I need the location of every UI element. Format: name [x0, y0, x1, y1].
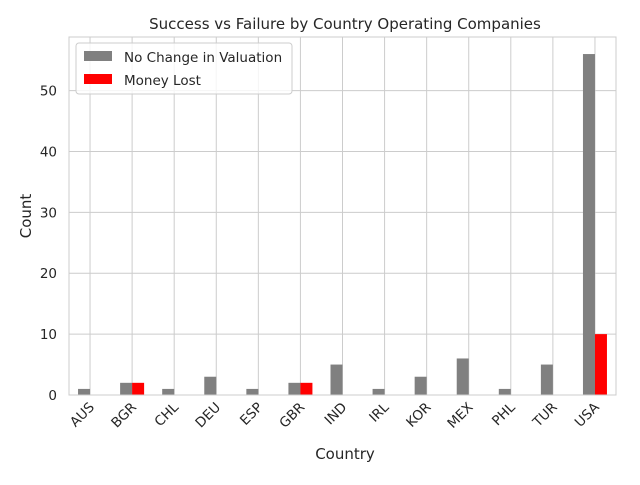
bar-no-change-phl [498, 388, 511, 395]
bar-no-change-aus [78, 388, 91, 395]
legend: No Change in Valuation Money Lost [75, 42, 293, 95]
bars [78, 54, 607, 396]
bar-no-change-bgr [120, 382, 133, 395]
x-tick-label: TUR [529, 400, 560, 431]
plot-area-frame [68, 36, 617, 396]
x-tick-label: MEX [444, 400, 476, 432]
bar-money-lost-usa [594, 334, 607, 395]
legend-swatch-no-change [84, 51, 112, 61]
bar-no-change-esp [246, 388, 259, 395]
x-tick-label: DEU [192, 400, 224, 432]
x-tick-label: AUS [67, 400, 98, 431]
legend-swatch-money-lost [84, 74, 112, 84]
bar-no-change-ind [330, 364, 343, 395]
y-tick-label: 20 [40, 266, 57, 282]
x-tick-label: KOR [403, 400, 434, 431]
bar-money-lost-bgr [132, 382, 145, 395]
x-axis-label: Country [315, 445, 375, 463]
x-tick-label: BGR [108, 400, 140, 432]
x-tick-label: PHL [489, 399, 519, 429]
legend-label-money-lost: Money Lost [124, 73, 201, 89]
bar-no-change-tur [540, 364, 553, 395]
x-tick-label: USA [572, 399, 604, 431]
legend-box [75, 42, 293, 95]
bar-no-change-gbr [288, 382, 301, 395]
bar-no-change-chl [162, 388, 175, 395]
y-axis-label: Count [17, 194, 35, 239]
x-tick-label: IRL [366, 399, 392, 425]
bar-money-lost-gbr [300, 382, 313, 395]
x-tick-label: CHL [152, 399, 183, 430]
x-tick-label: IND [322, 400, 351, 429]
bar-no-change-irl [372, 388, 385, 395]
y-tick-label: 50 [40, 84, 57, 100]
bar-no-change-kor [414, 376, 427, 395]
x-tick-label: ESP [237, 400, 266, 429]
y-axis-ticks: 0 10 20 30 40 50 [40, 84, 57, 404]
chart-title: Success vs Failure by Country Operating … [149, 15, 541, 33]
bar-no-change-usa [582, 54, 595, 396]
y-tick-label: 10 [40, 327, 57, 343]
x-tick-label: GBR [276, 400, 308, 432]
x-axis-ticks: AUS BGR CHL DEU ESP GBR IND IRL KOR MEX PHL TUR USA [67, 399, 603, 432]
y-tick-label: 40 [40, 144, 57, 160]
y-tick-label: 0 [48, 388, 57, 404]
bar-no-change-mex [456, 358, 469, 395]
y-tick-label: 30 [40, 205, 57, 221]
bar-no-change-deu [204, 376, 217, 395]
legend-label-no-change: No Change in Valuation [124, 50, 282, 66]
